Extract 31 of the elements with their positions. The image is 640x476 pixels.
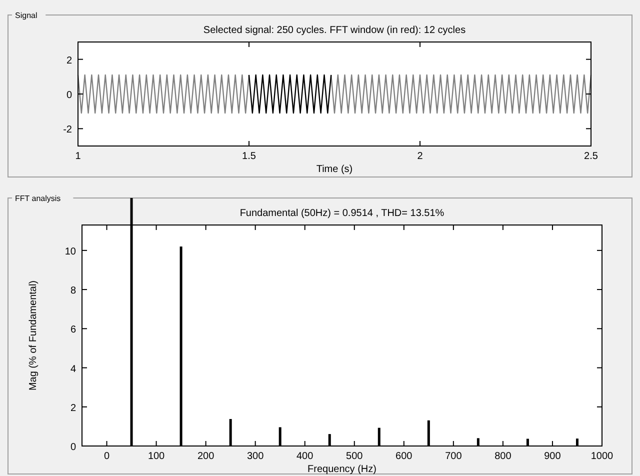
x-axis-title: Frequency (Hz) [308,464,376,475]
chart-title: Selected signal: 250 cycles. FFT window (in red): 12 cycles [203,25,466,36]
x-tick-label: 500 [346,451,364,462]
chart-title: Fundamental (50Hz) = 0.9514 , THD= 13.51% [240,208,444,219]
x-tick-label: 0 [104,451,110,462]
x-tick-label: 700 [445,451,462,462]
x-tick-label: 800 [494,451,512,462]
x-tick-label: 400 [296,451,314,462]
x-tick-label: 1 [75,151,82,162]
y-tick-label: 2 [66,55,72,66]
y-tick-label: -2 [63,124,72,136]
y-tick-label: 4 [70,364,76,375]
y-tick-label: 8 [70,286,76,297]
y-tick-label: 10 [64,246,76,258]
x-tick-label: 1.5 [242,151,256,162]
x-axis-title: Time (s) [316,164,353,175]
y-tick-label: 6 [70,324,76,336]
y-tick-label: 0 [70,442,76,453]
x-tick-label: 2 [417,151,424,162]
x-tick-label: 100 [148,451,166,462]
text: Signal [15,11,38,20]
text: FFT analysis [15,194,61,203]
y-axis-title: Mag (% of Fundamental) [28,280,39,391]
y-tick-label: 0 [66,90,72,101]
x-tick-label: 2.5 [584,151,598,162]
x-tick-label: 900 [544,451,562,462]
x-tick-label: 1000 [590,451,614,462]
y-tick-label: 2 [70,402,76,414]
x-tick-label: 200 [197,451,215,462]
x-tick-label: 600 [396,451,413,462]
x-tick-label: 300 [246,451,264,462]
